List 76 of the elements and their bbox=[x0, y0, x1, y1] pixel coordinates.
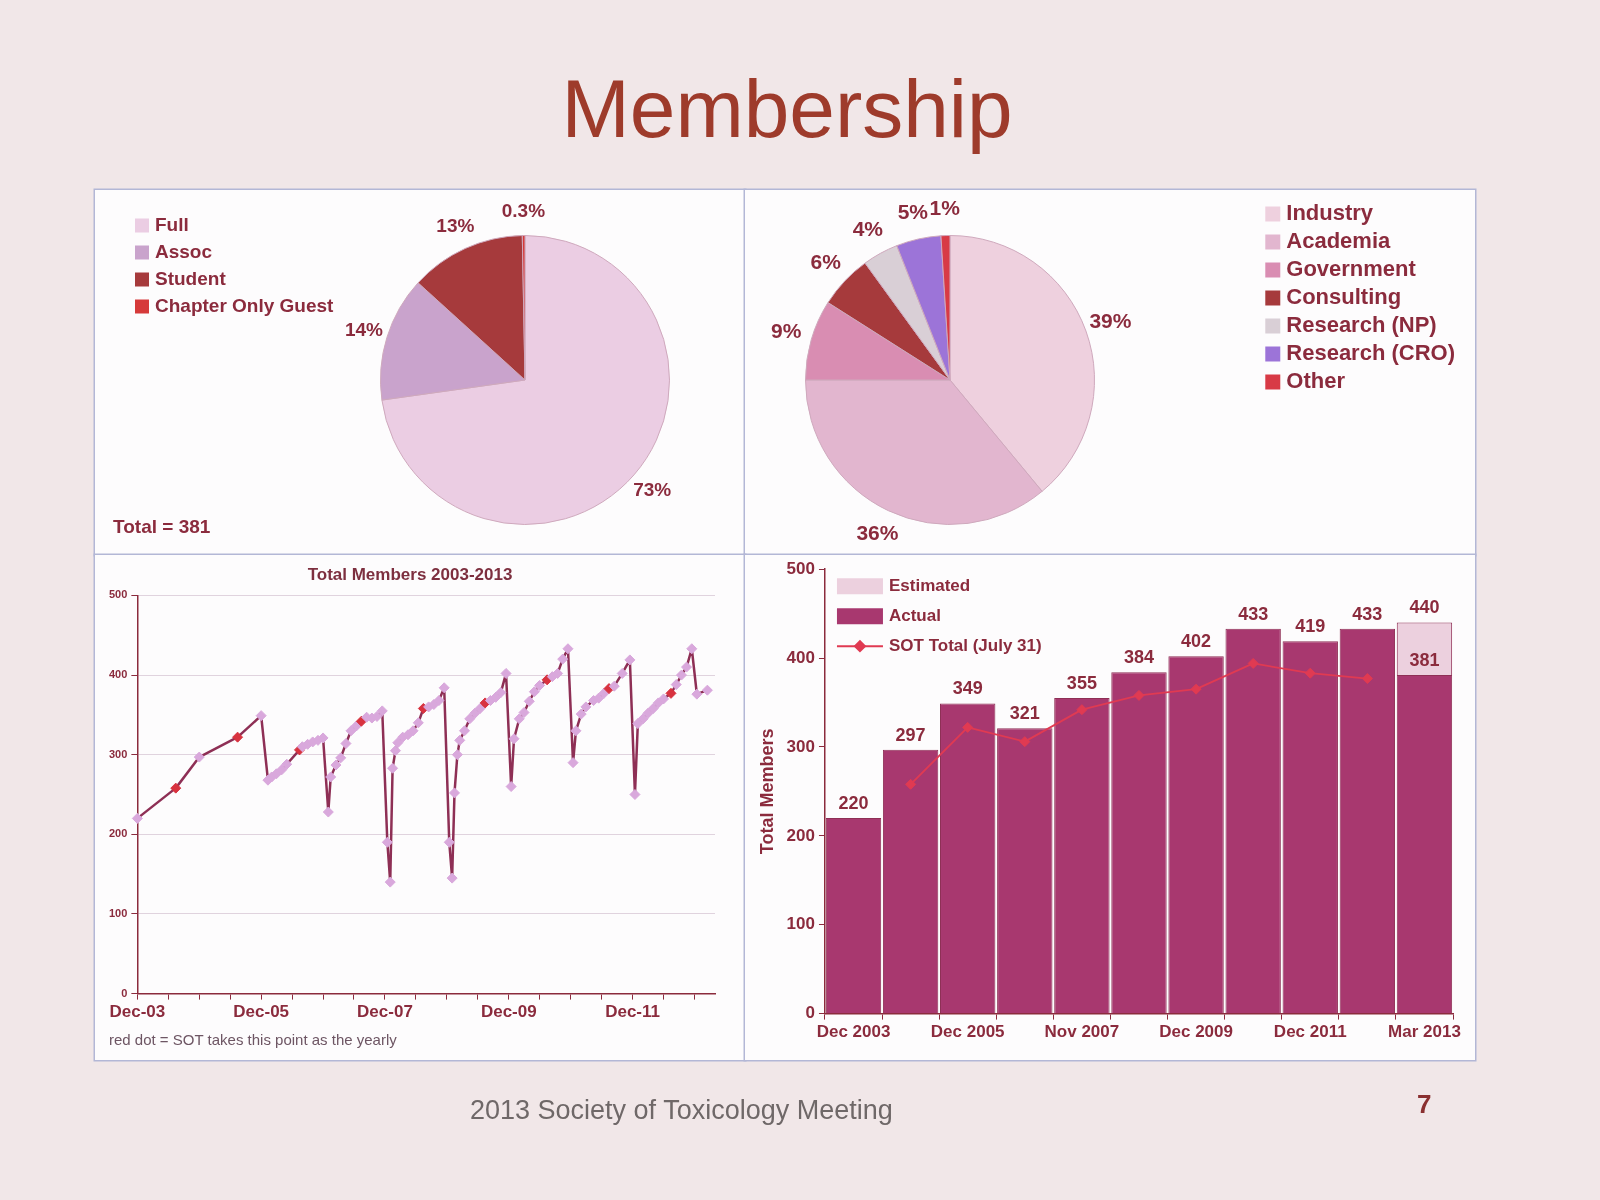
data-label: 4% bbox=[852, 217, 884, 241]
data-label: 6% bbox=[810, 250, 842, 274]
data-label: 14% bbox=[344, 318, 384, 340]
y-tick-label: 0 bbox=[805, 1003, 815, 1023]
point bbox=[1361, 673, 1373, 685]
y-axis-title: Total Members bbox=[756, 728, 777, 855]
legend-label: Chapter Only Guest bbox=[155, 294, 335, 316]
legend-label: SOT Total (July 31) bbox=[888, 635, 1042, 655]
data-label: 73% bbox=[633, 478, 672, 500]
x-tick-label: Dec-09 bbox=[480, 1002, 537, 1022]
legend-label: Government bbox=[1286, 256, 1417, 282]
y-tick-label: 200 bbox=[108, 827, 128, 840]
text: Total = 381 bbox=[113, 516, 211, 538]
point bbox=[1190, 683, 1202, 695]
data-label: 9% bbox=[771, 319, 802, 343]
y-tick-label: 200 bbox=[786, 825, 815, 845]
data-label: 402 bbox=[1181, 631, 1212, 652]
legend-label: Student bbox=[155, 267, 227, 289]
y-tick-label: 400 bbox=[108, 668, 128, 681]
legend-label: Actual bbox=[888, 605, 941, 625]
x-tick-label: Nov 2007 bbox=[1044, 1022, 1120, 1042]
chart-title: Membership bbox=[561, 63, 1013, 154]
legend-label: Assoc bbox=[155, 240, 213, 262]
data-label: 419 bbox=[1295, 616, 1326, 637]
data-label: 321 bbox=[1009, 703, 1040, 724]
y-tick-label: 300 bbox=[786, 736, 815, 756]
y-tick-label: 400 bbox=[786, 647, 815, 667]
legend-label: Estimated bbox=[888, 575, 971, 595]
data-label: 13% bbox=[436, 214, 475, 236]
total-label: 440 bbox=[1409, 597, 1440, 618]
text: 7 bbox=[1417, 1089, 1432, 1120]
legend-label: Full bbox=[155, 213, 189, 235]
data-label: 384 bbox=[1123, 647, 1155, 668]
point bbox=[905, 778, 917, 790]
x-tick-label: Dec 2005 bbox=[930, 1022, 1005, 1042]
y-tick-label: 500 bbox=[108, 588, 128, 601]
x-tick-label: Dec-11 bbox=[605, 1002, 660, 1022]
legend-label: Academia bbox=[1286, 228, 1391, 254]
chart-title: Total Members 2003-2013 bbox=[307, 564, 513, 584]
point bbox=[1076, 704, 1088, 716]
y-tick-label: 500 bbox=[786, 558, 815, 578]
x-tick-label: Mar 2013 bbox=[1388, 1022, 1461, 1042]
legend-label: Other bbox=[1286, 368, 1346, 394]
data-label: 5% bbox=[897, 200, 929, 224]
x-tick-label: Dec 2009 bbox=[1159, 1022, 1233, 1042]
legend-label: Research (CRO) bbox=[1286, 340, 1455, 366]
text: 2013 Society of Toxicology Meeting bbox=[470, 1095, 893, 1127]
x-tick-label: Dec-03 bbox=[109, 1002, 166, 1022]
legend-label: Industry bbox=[1286, 200, 1374, 226]
data-label: 1% bbox=[929, 196, 961, 220]
point bbox=[1304, 667, 1316, 679]
y-tick-label: 0 bbox=[121, 986, 128, 999]
y-tick-label: 300 bbox=[108, 747, 128, 760]
point bbox=[1019, 736, 1031, 748]
y-tick-label: 100 bbox=[108, 906, 128, 919]
data-label: 36% bbox=[856, 521, 899, 545]
x-tick-label: Dec-07 bbox=[357, 1002, 413, 1022]
data-label: 381 bbox=[1409, 649, 1440, 670]
data-label: 220 bbox=[838, 793, 869, 814]
y-tick-label: 100 bbox=[786, 914, 815, 934]
x-tick-label: Dec 2011 bbox=[1273, 1022, 1347, 1042]
point bbox=[1133, 689, 1145, 701]
data-label: 0.3% bbox=[501, 199, 546, 221]
data-label: 433 bbox=[1238, 603, 1269, 624]
data-label: 39% bbox=[1089, 309, 1132, 333]
data-label: 349 bbox=[952, 678, 983, 699]
point bbox=[1247, 657, 1259, 669]
text: red dot = SOT takes this point as the yearly bbox=[109, 1031, 397, 1049]
point bbox=[962, 721, 974, 733]
legend-label: Research (NP) bbox=[1286, 312, 1437, 338]
data-label: 297 bbox=[895, 724, 926, 745]
x-tick-label: Dec 2003 bbox=[816, 1022, 891, 1042]
legend-label: Consulting bbox=[1286, 284, 1402, 310]
x-tick-label: Dec-05 bbox=[233, 1002, 290, 1022]
data-label: 355 bbox=[1066, 673, 1097, 694]
data-label: 433 bbox=[1352, 603, 1383, 624]
